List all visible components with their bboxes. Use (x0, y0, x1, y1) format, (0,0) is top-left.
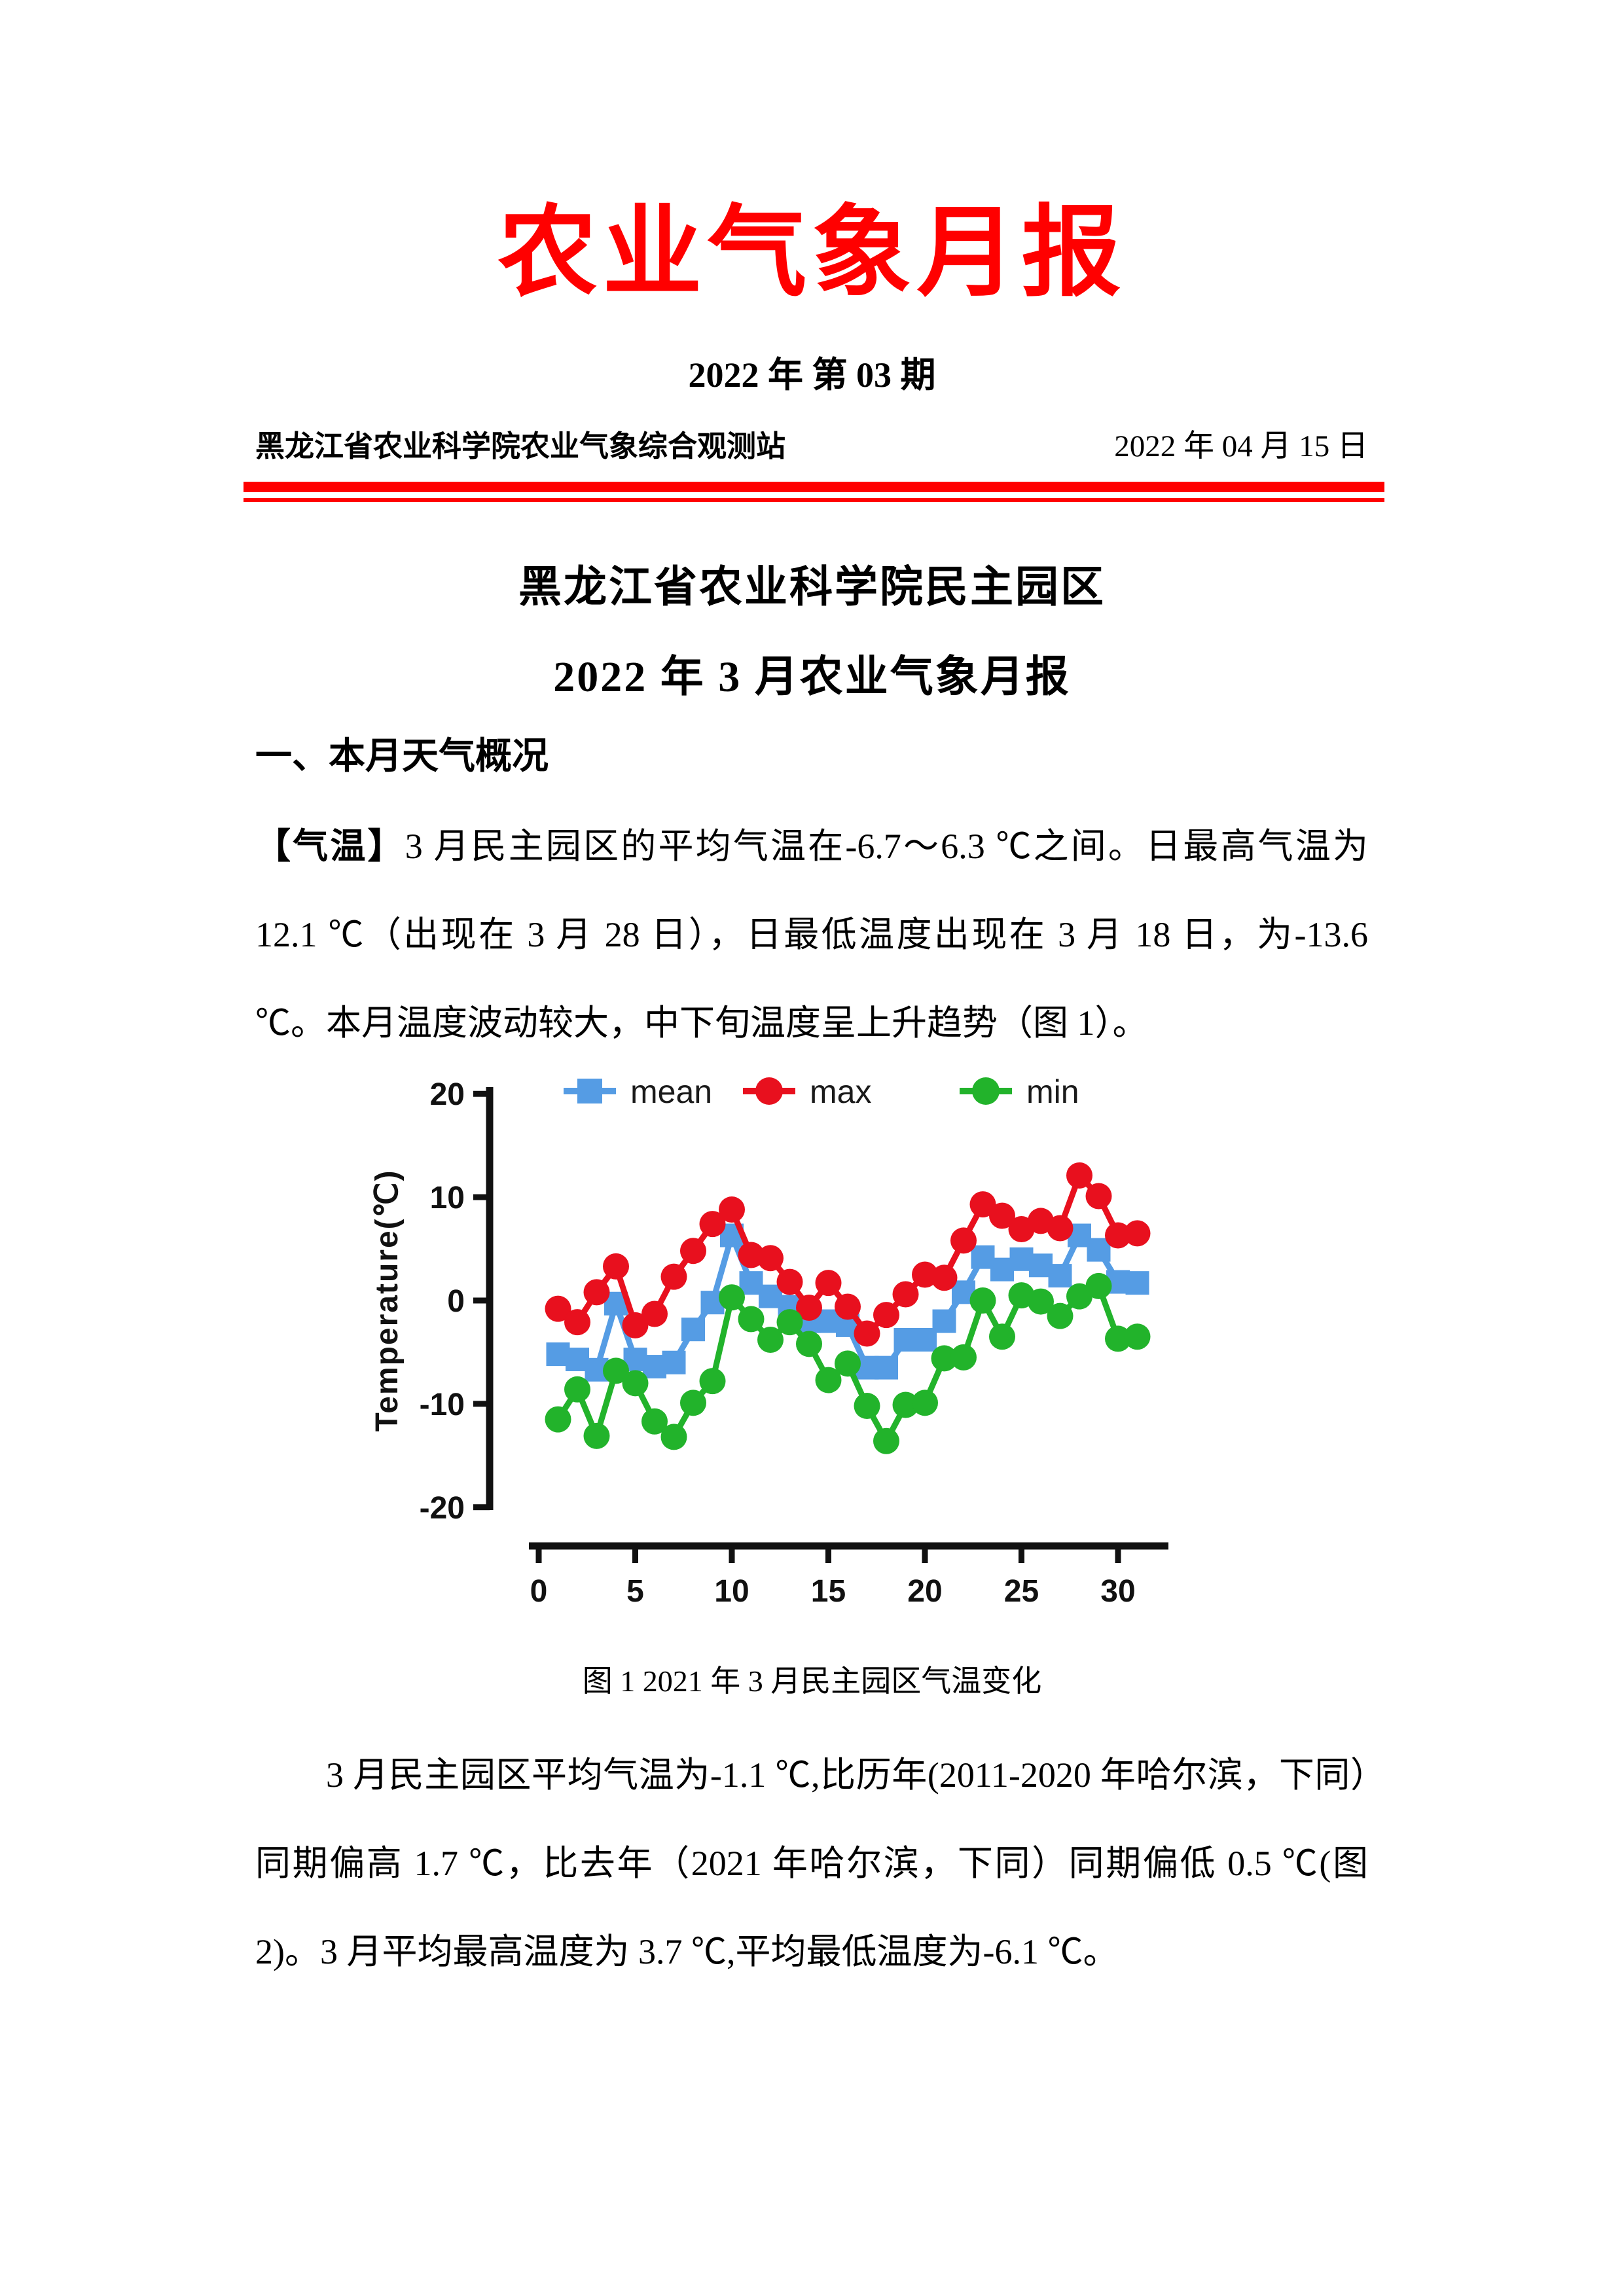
chart-axes: 20 10 0 -10 -20 0 5 10 15 20 25 30 Temperature(℃) (370, 1077, 1168, 1609)
x-tick-label: 30 (1100, 1574, 1135, 1609)
y-tick-label: 20 (430, 1077, 465, 1112)
x-tick-label: 5 (626, 1574, 644, 1609)
legend-label-min: min (1026, 1073, 1079, 1110)
report-heading-line2: 2022 年 3 月农业气象月报 (553, 653, 1071, 701)
station-name: 黑龙江省农业科学院农业气象综合观测站 (255, 429, 786, 463)
paragraph-comparison: 3 月民主园区平均气温为-1.1 ℃,比历年(2011-2020 年哈尔滨，下同… (255, 1755, 1368, 1971)
y-tick-label: -20 (420, 1491, 465, 1526)
rule-gap (244, 492, 1384, 498)
y-tick-label: 10 (430, 1181, 465, 1215)
figure1-caption: 图 1 2021 年 3 月民主园区气温变化 (582, 1664, 1042, 1698)
document-title: 农业气象月报 (497, 198, 1127, 308)
report-heading-line1: 黑龙江省农业科学院民主园区 (518, 564, 1106, 611)
legend-label-mean: mean (630, 1073, 712, 1110)
temperature-line-chart: 20 10 0 -10 -20 0 5 10 15 20 25 30 Temperature(℃) mea… (370, 1073, 1168, 1609)
series-min (545, 1272, 1151, 1454)
chart-legend: mean max min (564, 1073, 1079, 1110)
x-tick-label: 15 (811, 1574, 846, 1609)
publish-date: 2022 年 04 月 15 日 (1114, 429, 1368, 463)
issue-number: 2022 年 第 03 期 (688, 355, 936, 395)
legend-label-max: max (810, 1073, 871, 1110)
x-tick-label: 25 (1004, 1574, 1039, 1609)
paragraph-temperature: 【气温】3 月民主园区的平均气温在-6.7～6.3 ℃之间。日最高气温为 12.… (255, 802, 1368, 1067)
x-tick-label: 10 (714, 1574, 749, 1609)
figure1-temperature-chart: 20 10 0 -10 -20 0 5 10 15 20 25 30 Temperature(℃) mea… (363, 1044, 1237, 1653)
series-mean (546, 1223, 1149, 1382)
x-tick-label: 20 (907, 1574, 942, 1609)
masthead-double-rule (244, 482, 1384, 502)
y-axis-title: Temperature(℃) (370, 1169, 405, 1431)
masthead: 黑龙江省农业科学院农业气象综合观测站 2022 年 04 月 15 日 (255, 420, 1368, 465)
section1-title: 一、本月天气概况 (255, 735, 549, 776)
paragraph-temperature-text: 3 月民主园区的平均气温在-6.7～6.3 ℃之间。日最高气温为 12.1 ℃（… (255, 827, 1368, 1043)
y-tick-label: -10 (420, 1388, 465, 1422)
rule-thin (244, 498, 1384, 502)
x-tick-label: 0 (530, 1574, 548, 1609)
y-tick-label: 0 (447, 1284, 465, 1319)
rule-thick (244, 482, 1384, 492)
temperature-tag: 【气温】 (255, 827, 405, 866)
series-max (545, 1162, 1151, 1347)
